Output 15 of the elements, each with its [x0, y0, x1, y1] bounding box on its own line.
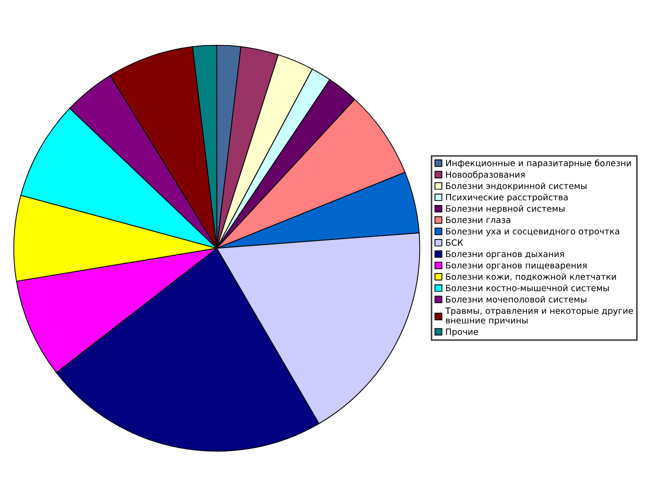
legend-label: Болезни мочеполовой системы: [446, 296, 586, 303]
legend-label: Болезни эндокринной системы: [446, 182, 586, 191]
legend-label: Болезни глаза: [446, 216, 510, 224]
legend-label: Новообразования: [446, 170, 525, 180]
legend-label: Болезни кожи, подкожной клетчатки: [446, 273, 616, 281]
legend-label: Прочие: [446, 328, 478, 337]
legend-label: Болезни костно-мышечной системы: [446, 284, 609, 292]
legend-label: Инфекционные и паразитарные болезни: [446, 159, 631, 168]
legend-label: Психические расстройства: [446, 194, 568, 202]
legend-label: Болезни уха и сосцевидного отрочтка: [446, 228, 620, 236]
legend-label: Травмы, отравления и некоторые другие внешние причины: [445, 308, 633, 326]
legend-label: Болезни органов пищеварения: [446, 262, 586, 270]
legend-label: Болезни органов дыхания: [446, 250, 564, 259]
legend-label: БСК: [446, 239, 464, 246]
legend-label: Болезни нервной системы: [446, 205, 564, 214]
